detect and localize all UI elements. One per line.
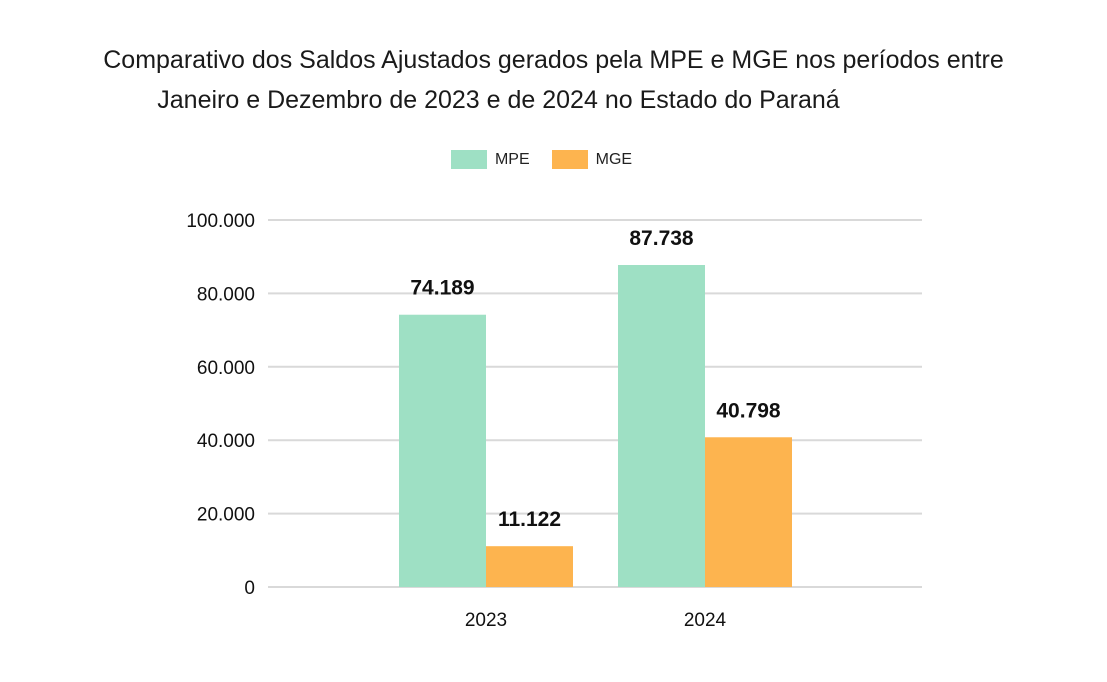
x-tick-label: 2024: [684, 610, 727, 631]
y-tick-label: 60.000: [197, 358, 255, 379]
legend-swatch-mpe: [450, 150, 487, 169]
chart-title-line2: Janeiro e Dezembro de 2023 e de 2024 no …: [157, 86, 840, 114]
chart-title-line1: Comparativo dos Saldos Ajustados gerados…: [103, 46, 1004, 74]
y-tick-label: 80.000: [197, 284, 255, 305]
bar-mpe-2023: [399, 314, 486, 587]
legend: MPE MGE: [0, 150, 1083, 169]
x-tick-label: 2023: [465, 610, 507, 631]
data-label-mpe-2024: 87.738: [629, 227, 694, 250]
legend-label-mpe: MPE: [494, 150, 530, 168]
chart-title: Comparativo dos Saldos Ajustados gerados…: [0, 40, 1107, 120]
legend-swatch-mge: [551, 150, 588, 169]
y-tick-label: 0: [244, 578, 255, 599]
bar-mge-2023: [486, 546, 573, 587]
y-tick-label: 20.000: [197, 505, 255, 526]
legend-label-mge: MGE: [595, 150, 633, 168]
data-label-mpe-2023: 74.189: [410, 277, 474, 300]
y-tick-label: 40.000: [197, 431, 255, 452]
y-tick-label: 100.000: [186, 211, 255, 232]
legend-item-mge[interactable]: MGE: [551, 150, 633, 169]
data-label-mge-2023: 11.122: [498, 508, 561, 531]
bar-mge-2024: [705, 437, 792, 587]
legend-item-mpe[interactable]: MPE: [450, 150, 530, 169]
data-label-mge-2024: 40.798: [716, 399, 781, 422]
bar-mpe-2024: [618, 265, 705, 587]
